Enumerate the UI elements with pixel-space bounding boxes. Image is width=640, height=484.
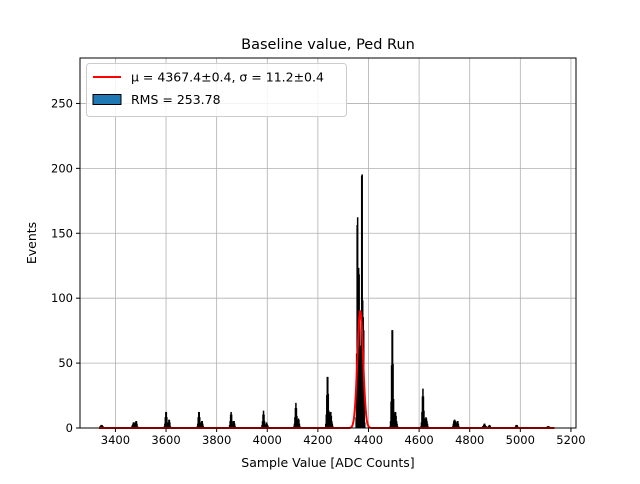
plot-frame bbox=[79, 57, 577, 429]
legend: μ = 4367.4±0.4, σ = 11.2±0.4 RMS = 253.7… bbox=[86, 63, 347, 117]
y-tick-label: 0 bbox=[66, 421, 73, 435]
chart-title: Baseline value, Ped Run bbox=[241, 37, 415, 53]
y-tick-label: 200 bbox=[51, 161, 73, 175]
x-tick-label: 5000 bbox=[506, 433, 535, 447]
x-tick-label: 4200 bbox=[303, 433, 332, 447]
legend-box bbox=[86, 63, 347, 117]
x-axis-label: Sample Value [ADC Counts] bbox=[241, 455, 414, 470]
y-tick-label: 250 bbox=[51, 96, 73, 110]
legend-rms-swatch bbox=[92, 94, 122, 105]
x-tick-label: 4000 bbox=[253, 433, 282, 447]
y-axis-ticks: 0 50 100 150 200 250 bbox=[51, 96, 80, 435]
x-tick-label: 5200 bbox=[556, 433, 585, 447]
x-tick-label: 3400 bbox=[101, 433, 130, 447]
x-tick-label: 4800 bbox=[455, 433, 484, 447]
y-tick-label: 50 bbox=[58, 356, 73, 370]
histogram-bar bbox=[363, 422, 366, 429]
x-tick-label: 3600 bbox=[151, 433, 180, 447]
y-tick-label: 100 bbox=[51, 291, 73, 305]
x-tick-label: 3800 bbox=[202, 433, 231, 447]
x-tick-label: 4400 bbox=[354, 433, 383, 447]
y-tick-label: 150 bbox=[51, 226, 73, 240]
y-axis-label: Events bbox=[24, 222, 39, 264]
x-axis-ticks: 3400 3600 3800 4000 4200 4400 4600 4800 5000 5200 bbox=[101, 428, 586, 447]
legend-fit-label: μ = 4367.4±0.4, σ = 11.2±0.4 bbox=[131, 70, 324, 85]
x-tick-label: 4600 bbox=[404, 433, 433, 447]
legend-rms-label: RMS = 253.78 bbox=[131, 92, 221, 107]
